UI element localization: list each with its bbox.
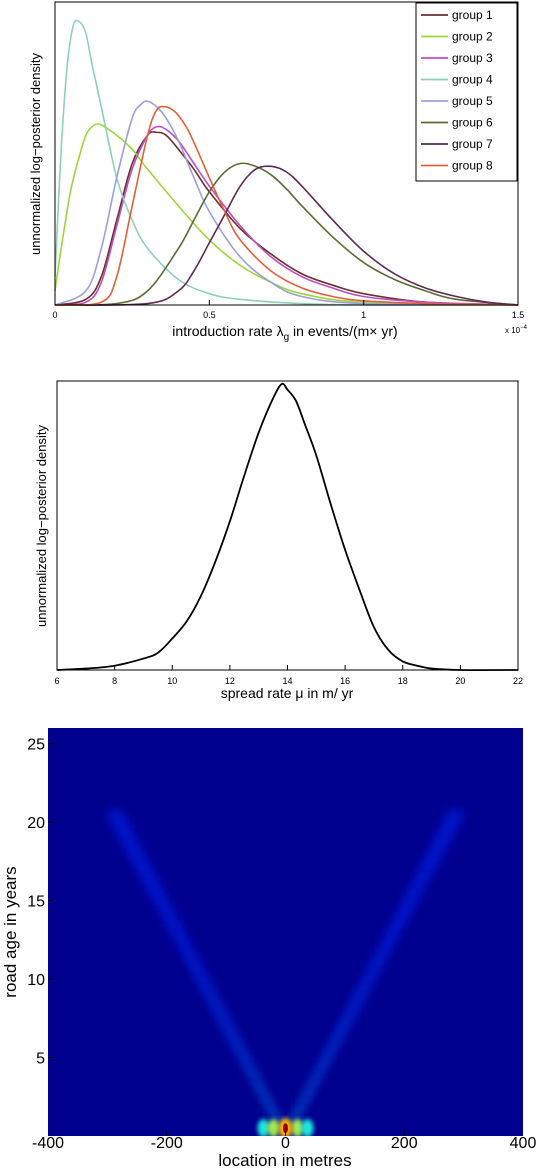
series-line-group-3 (54, 125, 519, 306)
heatmap-cells (106, 809, 465, 1136)
x-tick-label: 200 (391, 1135, 418, 1152)
chart1-xlabel: introduction rate λg in events/(m× yr) (172, 323, 397, 343)
y-tick-label: 20 (27, 815, 45, 832)
heatmap-peak (283, 1123, 288, 1134)
heatmap-background (48, 728, 523, 1136)
x-tick-label: 1 (361, 310, 366, 320)
y-tick-label: 5 (36, 1051, 45, 1068)
chart-introduction-rate: 0 0.5 1 1.5 unnormalized log−posterior dens… (28, 1, 528, 343)
chart-spread-rate: 6 8 10 12 14 16 18 20 22 unnormalized log−poster… (34, 380, 523, 701)
chart2-ticks: 6 8 10 12 14 16 18 20 22 (54, 665, 523, 686)
x-tick-label: 10 (167, 676, 177, 686)
heatmap-cell (106, 809, 126, 822)
heatmap-cell (301, 1119, 314, 1136)
heatmap-cell (238, 1051, 250, 1064)
heatmap-cell (321, 1051, 333, 1064)
heatmap-cell (257, 1086, 267, 1099)
x-tick-label: 400 (510, 1135, 537, 1152)
legend-box (415, 2, 518, 182)
legend-label-group-1: group 1 (452, 8, 493, 22)
x-tick-label: 0.5 (203, 310, 216, 320)
chart3-ticks: -400 -200 0 200 400 5 10 15 20 25 (27, 737, 536, 1152)
legend-label-group-8: group 8 (452, 159, 493, 173)
legend-label-group-3: group 3 (452, 51, 493, 65)
heatmap-cell (295, 1103, 305, 1116)
chart2-xlabel: spread rate μ in m/ yr (221, 685, 354, 701)
chart2-axes-box (56, 380, 519, 671)
legend-label-group-5: group 5 (452, 94, 493, 108)
heatmap-cell (267, 1119, 280, 1136)
x-tick-label: 12 (225, 676, 235, 686)
heatmap-cell (299, 1094, 309, 1107)
x-tick-label: 1.5 (512, 310, 525, 320)
series-line-group-6 (54, 162, 519, 306)
series-line-group-1 (54, 131, 519, 306)
legend-label-group-7: group 7 (452, 137, 493, 151)
chart1-axes-box (54, 1, 519, 306)
series-line-group-8 (54, 105, 519, 306)
x-tick-label: 0 (281, 1135, 290, 1152)
y-tick-label: 25 (27, 737, 45, 754)
chart1-x-multiplier: x 10−4 (505, 325, 528, 335)
heatmap-cell (304, 1086, 314, 1099)
chart2-ylabel: unnormalized log−posterior density (34, 425, 49, 627)
x-tick-label: 14 (282, 676, 292, 686)
heatmap-cell (312, 1068, 323, 1081)
legend-items: group 1 group 2 group 3 group 4 group 5 group… (421, 8, 493, 173)
series-line-group-7 (54, 165, 519, 306)
legend-label-group-2: group 2 (452, 30, 493, 44)
chart2-series-group (56, 382, 519, 672)
x-tick-label: 8 (112, 676, 117, 686)
heatmap-cell (262, 1094, 272, 1107)
y-tick-label: 10 (27, 972, 45, 989)
x-tick-label: 22 (513, 676, 523, 686)
chart3-xlabel: location in metres (218, 1151, 351, 1170)
x-tick-label: 20 (455, 676, 465, 686)
heatmap-cell (252, 1077, 263, 1090)
x-tick-label: -400 (32, 1135, 64, 1152)
heatmap-cell (248, 1068, 259, 1081)
x-tick-label: 6 (54, 676, 59, 686)
x-tick-label: -200 (151, 1135, 183, 1152)
chart1-legend: group 1 group 2 group 3 group 4 group 5 group… (415, 2, 518, 182)
y-tick-label: 15 (27, 894, 45, 911)
heatmap-cell (266, 1103, 276, 1116)
chart1-series-group (54, 19, 519, 306)
series-line-posterior (56, 382, 519, 672)
chart-road-age-heatmap: -400 -200 0 200 400 5 10 15 20 25 road age in yea… (1, 728, 536, 1170)
heatmap-cell (445, 809, 465, 822)
chart3-ylabel: road age in years (1, 866, 20, 997)
chart1-ylabel: unnormalized log−posterior density (28, 53, 43, 255)
series-line-group-5 (54, 100, 519, 306)
legend-label-group-4: group 4 (452, 73, 493, 87)
heatmap-cell (291, 1119, 304, 1136)
series-line-group-2 (54, 123, 519, 306)
x-tick-label: 0 (52, 310, 57, 320)
heatmap-cell (317, 1060, 328, 1073)
heatmap-cell (308, 1077, 319, 1090)
heatmap-cell (257, 1119, 270, 1136)
chart1-ticks: 0 0.5 1 1.5 (52, 300, 524, 320)
x-tick-label: 16 (340, 676, 350, 686)
x-tick-label: 18 (398, 676, 408, 686)
heatmap-cell (243, 1060, 254, 1073)
legend-label-group-6: group 6 (452, 116, 493, 130)
